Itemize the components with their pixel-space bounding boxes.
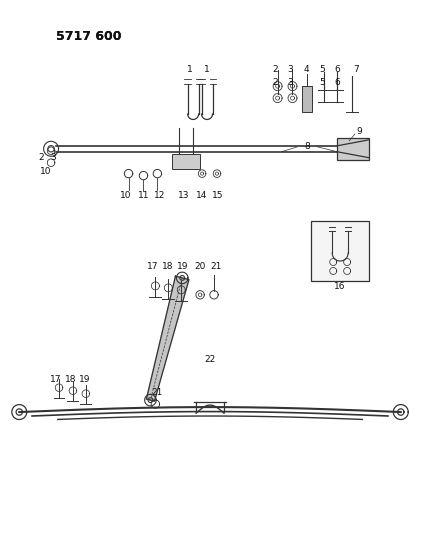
Text: 17: 17 — [147, 262, 158, 271]
Bar — [337, 138, 369, 160]
Text: 21: 21 — [152, 387, 163, 397]
Text: 3: 3 — [50, 153, 56, 162]
Bar — [303, 86, 312, 112]
Text: 16: 16 — [334, 282, 346, 292]
Text: 21: 21 — [210, 262, 222, 271]
Text: 5717 600: 5717 600 — [56, 30, 122, 43]
Text: 5: 5 — [319, 65, 325, 74]
Text: 5: 5 — [319, 78, 325, 87]
Text: 22: 22 — [205, 355, 216, 364]
Text: 14: 14 — [196, 191, 208, 200]
Text: 10: 10 — [120, 191, 131, 200]
Text: 18: 18 — [65, 375, 77, 384]
Bar — [311, 221, 369, 281]
Text: 13: 13 — [178, 191, 190, 200]
Text: 5717 600: 5717 600 — [56, 30, 122, 43]
Text: 3: 3 — [288, 65, 293, 74]
Text: 6: 6 — [334, 78, 340, 87]
Text: 18: 18 — [161, 262, 173, 271]
Text: 20: 20 — [194, 262, 206, 271]
Text: 3: 3 — [288, 78, 293, 87]
Text: 7: 7 — [353, 65, 359, 74]
Text: 6: 6 — [334, 65, 340, 74]
Text: 1: 1 — [204, 65, 210, 74]
Polygon shape — [146, 276, 189, 401]
Text: 10: 10 — [40, 167, 52, 176]
Text: 15: 15 — [212, 191, 224, 200]
Text: 19: 19 — [79, 375, 91, 384]
Text: 2: 2 — [273, 78, 278, 87]
Text: 11: 11 — [138, 191, 149, 200]
Text: 19: 19 — [176, 262, 188, 271]
Bar — [172, 154, 200, 168]
Text: 4: 4 — [303, 65, 309, 74]
Text: 2: 2 — [273, 65, 278, 74]
Text: 8: 8 — [304, 142, 310, 151]
Text: 9: 9 — [356, 127, 362, 136]
Text: 12: 12 — [154, 191, 165, 200]
Text: 1: 1 — [187, 65, 193, 74]
Text: 17: 17 — [50, 375, 62, 384]
Text: 2: 2 — [39, 153, 44, 162]
